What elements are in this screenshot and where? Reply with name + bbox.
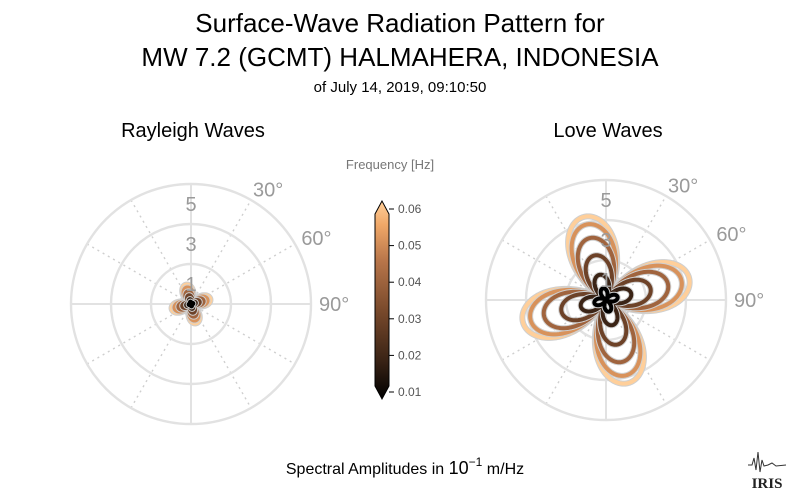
rayleigh-title: Rayleigh Waves [121,120,265,142]
love-polar-plot: 1 3 5 30° 60° 90° [484,176,764,422]
rayleigh-polar-plot: 1 3 5 30° 60° 90° [69,180,349,426]
rayleigh-ring-2 [149,262,233,346]
rayleigh-ring-4 [109,222,273,386]
rayleigh-angle-tick-90: 90° [319,294,349,316]
love-angle-tick-60: 60° [716,224,746,246]
iris-logo-text: IRIS [752,476,783,492]
love-title: Love Waves [553,120,662,142]
x-axis-label-suffix: m/Hz [482,461,524,478]
x-axis-label-exponent: −1 [469,455,483,469]
rayleigh-pattern-0.01 [186,299,196,309]
love-radial-tick-3: 3 [600,230,611,252]
rayleigh-radial-tick-5: 5 [185,194,196,216]
figure-subtitle: of July 14, 2019, 09:10:50 [314,79,487,96]
iris-logo-seismogram [748,451,787,473]
rayleigh-radial-tick-1: 1 [185,274,196,296]
love-radial-tick-1: 1 [600,270,611,292]
love-radial-tick-5: 5 [600,190,611,212]
x-axis-label: Spectral Amplitudes in 10−1 m/Hz [286,455,524,478]
colorbar-tick-0.02: 0.02 [398,348,422,362]
colorbar-tick-0.01: 0.01 [398,385,422,399]
rayleigh-radial-tick-3: 3 [185,234,196,256]
figure-title-line1: Surface-Wave Radiation Pattern for [195,8,605,38]
frequency-colorbar: 0.01 0.02 0.03 0.04 0.05 0.06 [374,199,422,401]
colorbar-tick-0.04: 0.04 [398,275,422,289]
love-angle-tick-30: 30° [668,176,698,198]
love-ring-6 [484,178,728,422]
colorbar-tick-0.03: 0.03 [398,312,422,326]
rayleigh-ring-6 [69,182,313,426]
figure-title-line2: MW 7.2 (GCMT) HALMAHERA, INDONESIA [141,42,659,72]
colorbar-title: Frequency [Hz] [346,157,434,172]
colorbar-body [374,199,390,401]
x-axis-label-prefix: Spectral Amplitudes in [286,461,449,478]
love-pattern-0.01 [592,286,620,314]
colorbar-tick-0.05: 0.05 [398,239,422,253]
love-angle-tick-90: 90° [734,290,764,312]
iris-logo: IRIS [748,451,787,492]
rayleigh-angle-tick-60: 60° [301,228,331,250]
love-ring-4 [524,218,688,382]
rayleigh-angle-tick-30: 30° [253,180,283,202]
colorbar-tick-0.06: 0.06 [398,202,422,216]
x-axis-label-base: 10 [449,458,469,478]
